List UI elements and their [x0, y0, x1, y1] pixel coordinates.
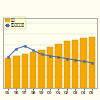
Bar	[80, 38, 87, 88]
Legend: 道路, 走行台数万人: 道路, 走行台数万人	[3, 17, 26, 29]
Bar	[89, 37, 95, 88]
Bar	[64, 41, 70, 88]
Bar	[5, 58, 11, 88]
Bar	[47, 47, 53, 88]
Bar	[30, 52, 36, 88]
Bar	[72, 40, 78, 88]
Bar	[38, 50, 45, 88]
Bar	[55, 44, 62, 88]
Bar	[22, 54, 28, 88]
Bar	[13, 56, 20, 88]
